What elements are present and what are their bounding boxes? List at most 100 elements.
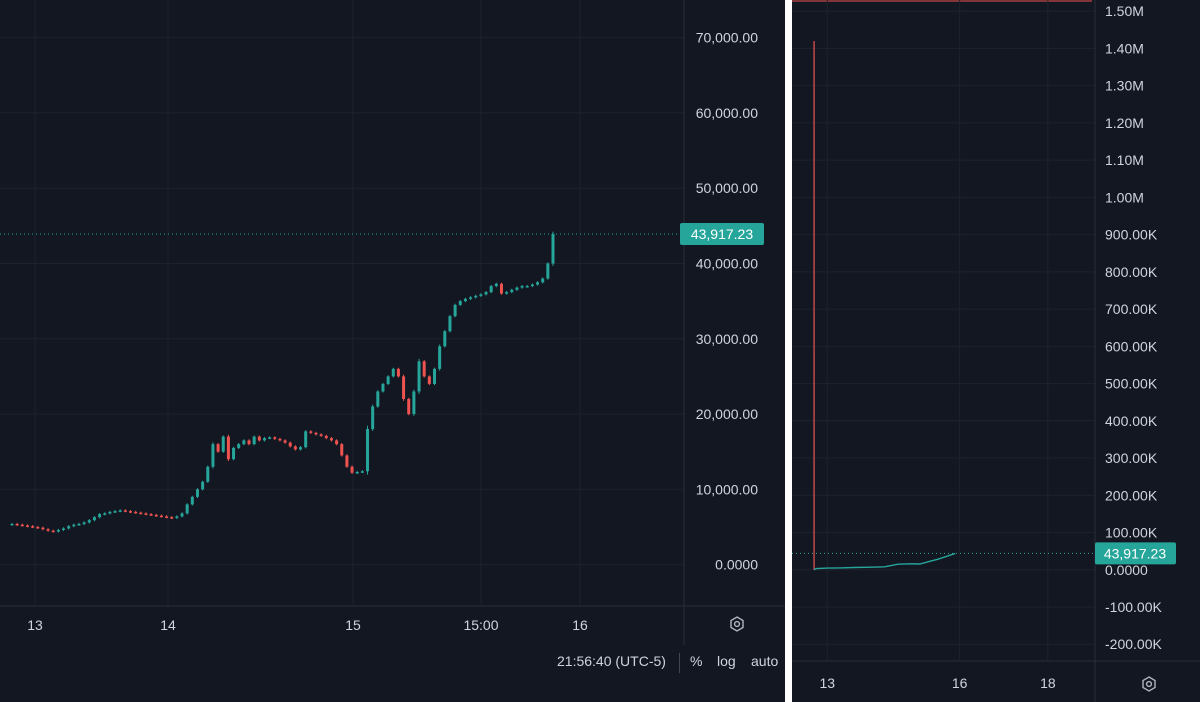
left-candle-body [329, 438, 333, 441]
left-candle-body [536, 282, 540, 285]
left-candle-body [314, 432, 318, 435]
left-y-tick-label: 50,000.00 [696, 180, 758, 196]
left-candle-body [175, 516, 179, 518]
left-candle-body [154, 514, 158, 517]
left-candle-body [159, 515, 163, 518]
timezone-clock[interactable]: 21:56:40 (UTC-5) [557, 653, 666, 669]
left-candle-body [211, 444, 215, 467]
left-candle-body [51, 530, 55, 533]
left-candle-body [190, 496, 194, 505]
left-candle-body [82, 522, 86, 524]
right-y-tick-label: 1.30M [1105, 78, 1144, 94]
right-time-axis[interactable]: 13 16 18 [820, 675, 1056, 691]
left-candle-body [530, 284, 534, 287]
left-time-axis[interactable]: 13 14 15 15:00 16 [27, 617, 588, 633]
right-y-tick-label: 0.0000 [1105, 562, 1148, 578]
percent-toggle[interactable]: % [690, 653, 703, 669]
left-y-tick-label: 0.0000 [715, 557, 758, 573]
left-candle-body [443, 331, 447, 347]
right-grid [792, 0, 1095, 661]
left-price-axis[interactable]: 0.0000 10,000.00 20,000.00 30,000.00 40,000.… [696, 30, 759, 573]
right-price-series [813, 552, 956, 571]
right-y-tick-label: 300.00K [1105, 450, 1158, 466]
left-y-tick-label: 70,000.00 [696, 30, 758, 46]
left-candle-body [499, 283, 503, 294]
left-candle-body [268, 437, 272, 439]
right-y-tick-label: 500.00K [1105, 376, 1158, 392]
left-candle-body [371, 406, 375, 430]
left-candle-body [319, 434, 323, 436]
right-price-axis[interactable]: -200.00K -100.00K 0.0000 100.00K 200.00K 300.… [1105, 3, 1162, 652]
left-chart-pane[interactable]: 0.0000 10,000.00 20,000.00 30,000.00 40,000.… [0, 0, 785, 702]
left-x-tick-label: 14 [160, 617, 176, 633]
left-candle-body [458, 301, 462, 305]
gear-icon[interactable] [1141, 676, 1157, 692]
left-candle-body [489, 286, 493, 293]
right-last-price-badge: 43,917.23 [1095, 542, 1176, 565]
left-candle-body [505, 292, 509, 294]
left-y-tick-label: 10,000.00 [696, 481, 758, 497]
left-candle-body [293, 446, 297, 450]
left-candle-body [448, 316, 452, 332]
right-last-price-label: 43,917.23 [1104, 545, 1166, 561]
left-candle-body [283, 440, 287, 443]
left-candle-body [551, 233, 555, 264]
status-divider [679, 653, 680, 673]
right-y-tick-label: 400.00K [1105, 413, 1158, 429]
left-candle-body [257, 436, 261, 441]
left-candle-body [206, 466, 210, 482]
left-x-tick-label: 16 [572, 617, 588, 633]
log-toggle[interactable]: log [717, 653, 736, 669]
right-y-tick-label: 1.40M [1105, 40, 1144, 56]
right-y-tick-label: 800.00K [1105, 264, 1158, 280]
right-y-tick-label: -200.00K [1105, 636, 1162, 652]
left-candle-body [525, 286, 529, 288]
left-candle-body [299, 447, 303, 450]
left-y-tick-label: 40,000.00 [696, 255, 758, 271]
left-y-tick-label: 20,000.00 [696, 406, 758, 422]
left-candle-body [62, 528, 66, 530]
left-candle-body [345, 455, 349, 467]
right-y-tick-label: 1.20M [1105, 115, 1144, 131]
left-candle-body [541, 278, 545, 283]
right-x-tick-label: 18 [1040, 675, 1056, 691]
left-candle-body [288, 442, 292, 447]
left-candle-body [170, 517, 174, 519]
left-candle-body [165, 516, 169, 518]
left-candle-body [350, 466, 354, 473]
left-candle-body [226, 436, 230, 460]
left-candle-body [463, 298, 467, 302]
left-candle-body [386, 376, 390, 384]
right-y-tick-label: 1.50M [1105, 3, 1144, 19]
left-candle-body [201, 481, 205, 490]
left-candle-body [41, 527, 45, 530]
left-last-price-badge: 43,917.23 [680, 222, 764, 245]
left-candle-body [232, 447, 236, 460]
left-candle-body [366, 429, 370, 472]
right-y-tick-label: 700.00K [1105, 301, 1158, 317]
left-candle-body [216, 444, 220, 452]
left-candle-body [237, 444, 241, 448]
left-candle-body [422, 361, 426, 377]
right-chart[interactable]: -200.00K -100.00K 0.0000 100.00K 200.00K 300.… [792, 0, 1200, 702]
left-candle-body [407, 398, 411, 415]
left-candle-body [103, 513, 107, 515]
left-candle-body [123, 510, 127, 512]
left-candle-body [474, 295, 478, 298]
gear-icon[interactable] [729, 616, 745, 632]
auto-toggle[interactable]: auto [751, 653, 779, 669]
left-candle-body [92, 517, 96, 521]
left-candle-body [247, 440, 251, 445]
left-candle-body [144, 513, 148, 515]
left-candle-body [221, 436, 225, 452]
right-chart-pane[interactable]: -200.00K -100.00K 0.0000 100.00K 200.00K 300.… [792, 0, 1200, 702]
left-candle-body [546, 263, 550, 279]
left-candle-body [98, 514, 102, 518]
right-y-tick-label: 1.00M [1105, 189, 1144, 205]
left-candle-body [262, 438, 266, 441]
left-candle-body [195, 489, 199, 497]
left-candle-body [31, 526, 35, 528]
left-chart[interactable]: 0.0000 10,000.00 20,000.00 30,000.00 40,000.… [0, 0, 785, 645]
left-y-tick-label: 30,000.00 [696, 331, 758, 347]
left-candle-body [180, 513, 184, 517]
